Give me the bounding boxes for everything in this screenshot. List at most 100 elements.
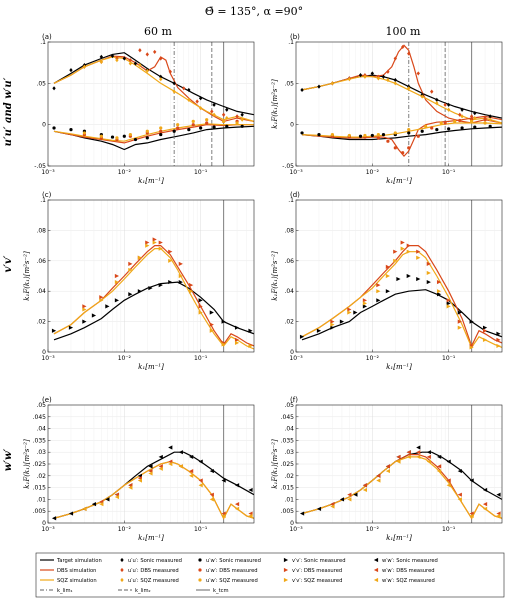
marker-group-sqz-tri-left: [82, 461, 253, 519]
legend-label: Target simulation: [56, 558, 102, 564]
panel-letter: (e): [42, 396, 52, 404]
tri-right-marker: [496, 337, 501, 342]
tri-right-marker: [283, 577, 289, 583]
diamond-marker: [99, 54, 104, 59]
y-tick-label: .08: [36, 227, 46, 234]
y-tick-label: .02: [36, 319, 46, 326]
diamond-marker: [240, 112, 244, 117]
diamond-marker: [212, 102, 216, 107]
tri-right-marker: [362, 298, 368, 303]
tri-right-marker: [376, 283, 381, 288]
diamond-marker: [187, 97, 191, 102]
y-tick-label: .05: [284, 402, 294, 409]
tri-left-marker: [373, 557, 379, 563]
diamond-marker: [168, 69, 172, 74]
circle-marker: [439, 121, 443, 125]
tri-left-marker: [457, 497, 462, 502]
y-tick-label: 0: [290, 520, 294, 527]
tri-left-marker: [189, 454, 194, 460]
diamond-marker: [128, 61, 133, 66]
circle-marker: [460, 126, 464, 130]
diamond-marker: [120, 557, 124, 563]
panel-c: 0 .02 .04 .06 .08 .1 10⁻³ 10⁻² 10⁻¹ (c) k₁[m⁻¹] k₁F…: [23, 191, 255, 371]
tri-left-marker: [51, 516, 57, 521]
legend-label: u′w′: SQZ measured: [206, 578, 258, 584]
diamond-marker: [82, 64, 87, 69]
diamond-marker: [145, 68, 149, 74]
tri-right-marker: [406, 243, 411, 248]
circle-marker: [159, 129, 163, 133]
tri-right-marker: [168, 279, 173, 285]
diamond-marker: [420, 94, 424, 99]
diamond-marker: [386, 77, 390, 83]
tri-right-marker: [469, 319, 474, 324]
series-line-target: [53, 125, 254, 151]
tri-right-marker: [330, 325, 335, 330]
diamond-marker: [120, 577, 124, 583]
tri-left-marker: [437, 464, 442, 469]
tri-left-marker: [137, 478, 143, 483]
tri-left-marker: [353, 492, 358, 497]
circle-marker: [407, 131, 411, 135]
tri-right-marker: [353, 310, 358, 315]
circle-marker: [370, 133, 374, 138]
marker-group-sqz-diamond: [82, 58, 244, 122]
tri-right-marker: [114, 273, 120, 279]
y-tick-label: .025: [281, 461, 295, 468]
diamond-marker: [386, 69, 390, 74]
x-tick-label: 10⁻³: [41, 355, 55, 362]
x-tick-label: 10⁻²: [366, 169, 380, 176]
y-tick-label: .005: [33, 508, 47, 515]
y-tick-label: .1: [40, 39, 46, 46]
marker-group-sqz-circle: [82, 118, 239, 140]
circle-marker: [191, 123, 195, 127]
marker-group-sqz-tri-left: [330, 454, 501, 519]
tri-right-marker: [446, 304, 451, 309]
tri-left-marker: [496, 492, 501, 497]
legend-box: [35, 552, 505, 598]
legend-label: v′v′: DBS measured: [292, 568, 342, 574]
x-tick-label: 10⁻²: [118, 526, 132, 533]
y-tick-label: 0: [42, 349, 46, 356]
circle-marker: [363, 133, 367, 138]
tri-left-marker: [396, 459, 401, 464]
diamond-marker: [317, 84, 321, 89]
marker-group-sqz-circle: [330, 119, 487, 138]
marker-group-sonic-tri-right: [51, 279, 253, 333]
x-tick-label: 10⁻¹: [442, 526, 456, 533]
tri-right-marker: [496, 343, 501, 349]
diamond-marker: [458, 112, 462, 117]
tri-left-marker: [234, 506, 240, 511]
tri-right-marker: [457, 319, 462, 324]
tri-right-marker: [168, 258, 173, 263]
tri-right-marker: [209, 310, 214, 315]
tri-right-marker: [416, 249, 421, 254]
tri-right-marker: [446, 298, 451, 303]
legend-label: SQZ simulation: [57, 578, 97, 584]
tri-right-marker: [400, 240, 405, 245]
tri-left-marker: [339, 497, 345, 502]
diamond-marker: [347, 77, 352, 82]
diamond-marker: [488, 117, 492, 122]
tri-left-marker: [446, 459, 451, 464]
y-tick-label: .1: [288, 39, 294, 46]
tri-right-marker: [396, 276, 401, 282]
diamond-marker: [225, 115, 229, 121]
series-line-target: [301, 289, 502, 341]
legend: Target simulation DBS simulation SQZ simul…: [35, 552, 505, 598]
diamond-marker: [212, 112, 216, 117]
circle-marker: [198, 558, 202, 562]
tri-left-marker: [373, 577, 379, 583]
y-tick-label: 0: [290, 122, 294, 129]
marker-group-sqz-diamond: [330, 74, 492, 122]
tri-right-marker: [198, 298, 203, 303]
circle-marker: [453, 119, 457, 123]
x-tick-label: 10⁻³: [289, 355, 303, 362]
circle-marker: [198, 578, 202, 582]
row-label-ww: w′w′: [3, 448, 14, 471]
y-tick-label: .04: [36, 288, 46, 295]
marker-group-dbs-tri-left: [330, 450, 501, 516]
y-tick-label: .1: [40, 197, 46, 204]
x-tick-label: 10⁻²: [118, 169, 132, 176]
y-tick-label: .02: [36, 473, 46, 480]
